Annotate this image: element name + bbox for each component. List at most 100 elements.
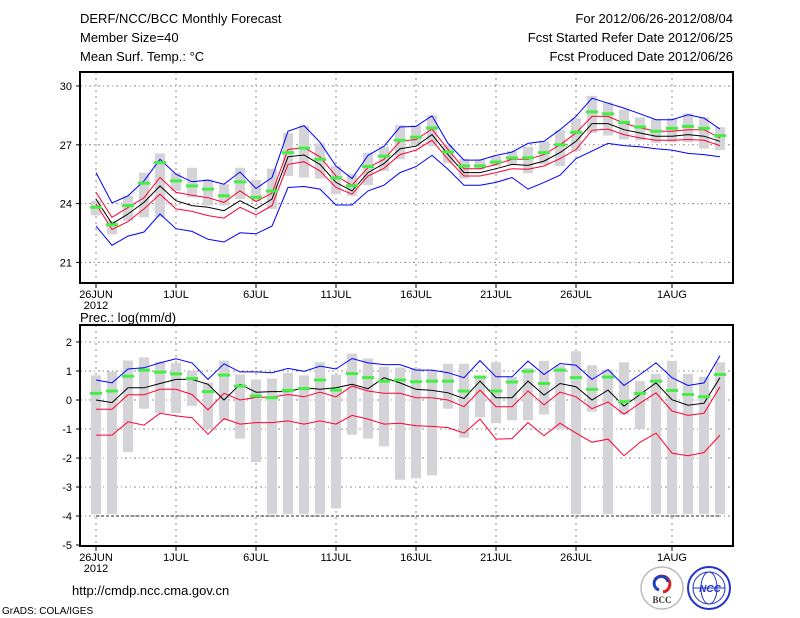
series-upper-line bbox=[96, 385, 721, 416]
y-tick-label: -2 bbox=[62, 453, 72, 465]
spread-bar bbox=[619, 362, 629, 415]
ensemble-marker bbox=[522, 369, 534, 373]
spread-bar bbox=[267, 168, 277, 209]
spread-bar bbox=[203, 179, 213, 206]
ensemble-marker bbox=[714, 372, 726, 376]
spread-bar bbox=[635, 117, 645, 141]
ensemble-marker bbox=[666, 388, 678, 392]
ensemble-marker bbox=[586, 387, 598, 391]
spread-bar bbox=[379, 366, 389, 447]
precipitation-panel: 26JUN 1JUL 6JUL 11JUL 16JUL 21JUL 26JUL 1AUG201… bbox=[62, 324, 734, 575]
spread-bar bbox=[203, 382, 213, 429]
ensemble-marker bbox=[90, 205, 102, 209]
ensemble-marker bbox=[618, 120, 630, 124]
produced-date: Fcst Produced Date 2012/06/26 bbox=[549, 49, 733, 64]
x-tick-label: 1JUL bbox=[163, 289, 189, 301]
spread-bar bbox=[667, 118, 677, 143]
source-url[interactable]: http://cmdp.ncc.cma.gov.cn bbox=[72, 583, 229, 598]
ensemble-marker bbox=[458, 164, 470, 168]
ensemble-marker bbox=[714, 134, 726, 138]
ensemble-marker bbox=[154, 370, 166, 374]
ensemble-marker bbox=[154, 161, 166, 165]
ensemble-marker bbox=[586, 110, 598, 114]
ensemble-marker bbox=[298, 146, 310, 150]
ensemble-marker bbox=[330, 176, 342, 180]
spread-bar bbox=[315, 143, 325, 179]
spread-bar bbox=[603, 102, 613, 136]
spread-bar bbox=[331, 374, 341, 509]
spread-bar bbox=[251, 379, 261, 463]
ensemble-marker bbox=[554, 368, 566, 372]
y-tick-label: 0 bbox=[66, 395, 72, 407]
ensemble-marker bbox=[330, 388, 342, 392]
precip-title: Prec.: log(mm/d) bbox=[80, 310, 176, 325]
spread-bar bbox=[235, 374, 245, 439]
spread-bar bbox=[587, 95, 597, 134]
x-tick-label: 16JUL bbox=[400, 289, 432, 301]
spread-bar bbox=[443, 363, 453, 409]
spread-bar bbox=[459, 363, 469, 438]
x-tick-label: 21JUL bbox=[480, 552, 512, 564]
spread-bar bbox=[123, 360, 133, 453]
spread-bar bbox=[107, 371, 117, 515]
ensemble-marker bbox=[394, 378, 406, 382]
spread-bar bbox=[363, 358, 373, 439]
ensemble-marker bbox=[362, 376, 374, 380]
spread-bar bbox=[315, 362, 325, 515]
ensemble-marker bbox=[426, 379, 438, 383]
ensemble-marker bbox=[106, 389, 118, 393]
ensemble-marker bbox=[474, 164, 486, 168]
ensemble-marker bbox=[282, 151, 294, 155]
ensemble-marker bbox=[218, 373, 230, 377]
plot-frame bbox=[79, 71, 734, 284]
ensemble-marker bbox=[138, 181, 150, 185]
spread-bar bbox=[267, 378, 277, 515]
y-tick-label: 21 bbox=[60, 257, 72, 269]
ensemble-marker bbox=[410, 380, 422, 384]
ensemble-marker bbox=[202, 390, 214, 394]
spread-bar bbox=[139, 357, 149, 409]
ensemble-marker bbox=[442, 150, 454, 154]
spread-bar bbox=[699, 117, 709, 149]
forecast-period: For 2012/06/26-2012/08/04 bbox=[575, 11, 733, 26]
spread-bar bbox=[155, 361, 165, 414]
ensemble-marker bbox=[442, 379, 454, 383]
spread-bar bbox=[187, 371, 197, 406]
ensemble-marker bbox=[138, 368, 150, 372]
member-size: Member Size=40 bbox=[80, 30, 179, 45]
series-max-line bbox=[95, 97, 721, 204]
spread-bar bbox=[139, 172, 149, 218]
ensemble-marker bbox=[378, 154, 390, 158]
spread-bar bbox=[171, 362, 181, 414]
spread-bar bbox=[427, 371, 437, 476]
x-tick-label: 11JUL bbox=[321, 289, 352, 301]
series-lower-line bbox=[95, 128, 721, 231]
temperature-panel: 26JUN 1JUL 6JUL 11JUL 16JUL 21JUL 26JUL 1AUG 201… bbox=[60, 71, 734, 312]
spread-bar bbox=[635, 381, 645, 429]
ensemble-marker bbox=[346, 184, 358, 188]
grads-credit: GrADS: COLA/IGES bbox=[2, 606, 93, 617]
spread-bar bbox=[427, 115, 437, 147]
ensemble-marker bbox=[282, 388, 294, 392]
ensemble-marker bbox=[490, 160, 502, 164]
spread-bar bbox=[235, 167, 245, 200]
ncc-logo: NCC bbox=[687, 566, 731, 610]
ensemble-marker bbox=[250, 394, 262, 398]
spread-bar bbox=[299, 125, 309, 178]
y-tick-label: 1 bbox=[66, 366, 72, 378]
ensemble-marker bbox=[266, 189, 278, 193]
figure-title: DERF/NCC/BCC Monthly Forecast bbox=[80, 11, 282, 26]
ensemble-marker bbox=[394, 138, 406, 142]
spread-bar bbox=[619, 109, 629, 140]
ensemble-marker bbox=[538, 151, 550, 155]
ensemble-marker bbox=[458, 389, 470, 393]
spread-bar bbox=[475, 376, 485, 418]
ensemble-marker bbox=[266, 396, 278, 400]
ensemble-marker bbox=[634, 125, 646, 129]
series-mean-line bbox=[95, 123, 721, 225]
y-tick-label: -3 bbox=[62, 482, 72, 494]
ensemble-marker bbox=[602, 112, 614, 116]
spread-bar bbox=[363, 152, 373, 186]
ensemble-marker bbox=[122, 374, 134, 378]
